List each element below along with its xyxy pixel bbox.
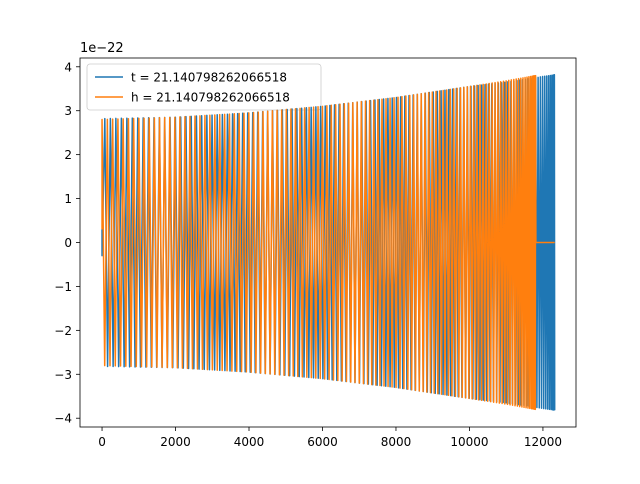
y-tick-label: −3 — [54, 368, 72, 382]
x-tick-label: 12000 — [524, 435, 562, 449]
legend-label: t = 21.140798262066518 — [131, 71, 287, 85]
y-tick-label: 2 — [64, 148, 72, 162]
legend-box — [86, 63, 322, 111]
y-offset-label: 1e−22 — [80, 41, 124, 56]
x-tick-label: 6000 — [307, 435, 338, 449]
x-tick-label: 0 — [98, 435, 106, 449]
y-tick-label: 4 — [64, 60, 72, 74]
legend: t = 21.140798262066518 h = 21.14079826206… — [86, 63, 322, 111]
axes: 0 2000 4000 6000 8000 10000 12000 −4 −3 −2 −1 0 1 2 3 4 — [54, 57, 577, 449]
x-tick-label: 2000 — [160, 435, 191, 449]
y-tick-label: 1 — [64, 192, 72, 206]
legend-label: h = 21.140798262066518 — [131, 91, 290, 105]
y-tick-label: −1 — [54, 280, 72, 294]
y-tick-label: −2 — [54, 324, 72, 338]
x-tick-label: 8000 — [381, 435, 412, 449]
y-tick-label: 0 — [64, 236, 72, 250]
plot-area — [101, 74, 556, 411]
series-line-h — [101, 74, 555, 411]
y-tick-label: 3 — [64, 104, 72, 118]
y-tick-label: −4 — [54, 412, 72, 426]
x-tick-label: 4000 — [234, 435, 265, 449]
x-tick-label: 10000 — [450, 435, 488, 449]
